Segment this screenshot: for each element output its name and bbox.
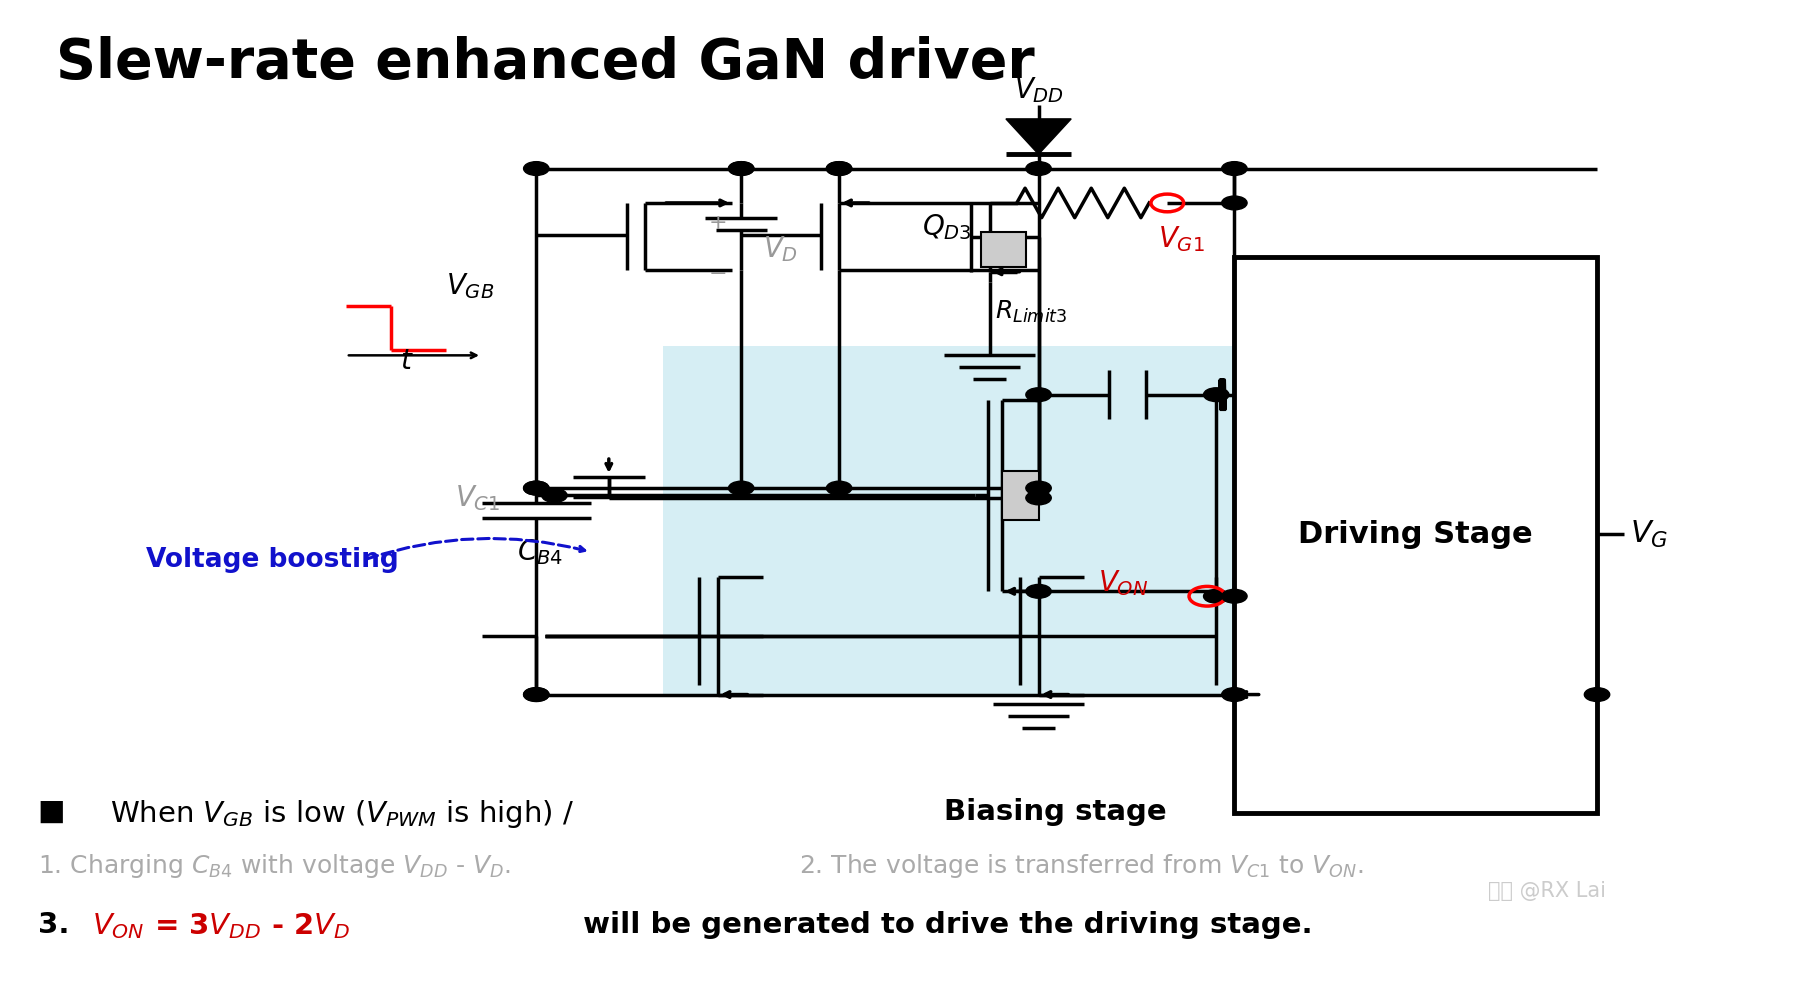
Text: When $V_{GB}$ is low ($V_{PWM}$ is high) /: When $V_{GB}$ is low ($V_{PWM}$ is high)…: [111, 798, 574, 830]
Circle shape: [826, 162, 852, 176]
Text: $V_{ON}$ = 3$V_{DD}$ - 2$V_D$: $V_{ON}$ = 3$V_{DD}$ - 2$V_D$: [93, 911, 350, 941]
Text: $V_{GB}$: $V_{GB}$: [445, 271, 494, 302]
Bar: [1235, 257, 1596, 812]
Polygon shape: [1006, 119, 1071, 154]
Text: $R_{Limit3}$: $R_{Limit3}$: [995, 299, 1068, 324]
Text: $V_{G1}$: $V_{G1}$: [1159, 225, 1204, 254]
Circle shape: [541, 489, 567, 502]
Circle shape: [1584, 687, 1609, 701]
Text: $V_D$: $V_D$: [763, 235, 797, 264]
Circle shape: [728, 162, 754, 176]
Text: ■: ■: [38, 798, 65, 826]
Text: $V_G$: $V_G$: [1629, 519, 1669, 550]
Text: $C_{B4}$: $C_{B4}$: [518, 537, 563, 567]
Circle shape: [1026, 162, 1051, 176]
Text: 3.: 3.: [38, 911, 80, 939]
Bar: [981, 233, 1026, 267]
Text: 1. Charging $C_{B4}$ with voltage $V_{DD}$ - $V_D$.: 1. Charging $C_{B4}$ with voltage $V_{DD…: [38, 852, 510, 880]
Circle shape: [523, 481, 548, 495]
Circle shape: [728, 162, 754, 176]
Text: $V_{DD}$: $V_{DD}$: [1013, 75, 1064, 105]
Bar: [663, 345, 1271, 694]
Circle shape: [1222, 687, 1248, 701]
Text: Voltage boosting: Voltage boosting: [147, 547, 400, 573]
Circle shape: [728, 481, 754, 495]
Text: Slew-rate enhanced GaN driver: Slew-rate enhanced GaN driver: [56, 35, 1035, 90]
Circle shape: [1026, 491, 1051, 505]
Circle shape: [523, 687, 548, 701]
Circle shape: [1026, 585, 1051, 599]
Circle shape: [1222, 590, 1248, 603]
Circle shape: [523, 687, 548, 701]
Text: $Q_{D3}$: $Q_{D3}$: [923, 212, 972, 243]
Text: 知乎 @RX Lai: 知乎 @RX Lai: [1489, 881, 1605, 901]
Circle shape: [1222, 162, 1248, 176]
Text: $V_{ON}$: $V_{ON}$: [1099, 569, 1150, 599]
Text: $t$: $t$: [400, 347, 414, 376]
Text: will be generated to drive the driving stage.: will be generated to drive the driving s…: [572, 911, 1313, 939]
Text: $V_{C1}$: $V_{C1}$: [454, 483, 499, 513]
Circle shape: [1204, 387, 1229, 401]
Circle shape: [1026, 481, 1051, 495]
Circle shape: [1026, 387, 1051, 401]
Text: Biasing stage: Biasing stage: [944, 798, 1168, 826]
Circle shape: [1204, 590, 1229, 603]
Circle shape: [826, 162, 852, 176]
Text: $+$: $+$: [708, 213, 726, 233]
Circle shape: [1222, 196, 1248, 210]
Text: $-$: $-$: [708, 261, 726, 282]
Circle shape: [826, 481, 852, 495]
Text: 2. The voltage is transferred from $V_{C1}$ to $V_{ON}$.: 2. The voltage is transferred from $V_{C…: [799, 852, 1364, 880]
Text: Driving Stage: Driving Stage: [1298, 520, 1533, 549]
Circle shape: [523, 481, 548, 495]
Circle shape: [523, 162, 548, 176]
Bar: [1002, 471, 1039, 520]
